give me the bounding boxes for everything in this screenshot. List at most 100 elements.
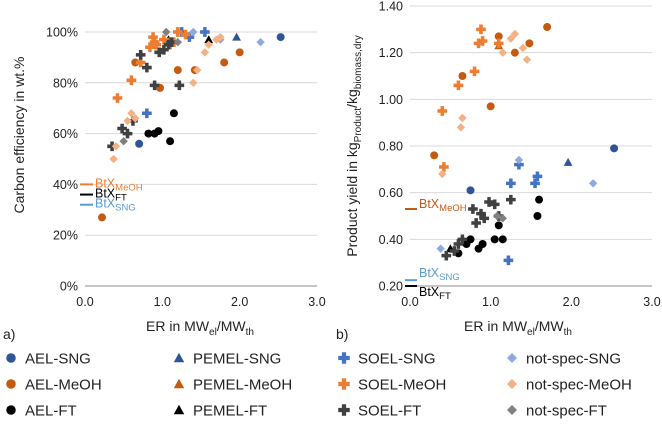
point-soel-sng (514, 159, 524, 170)
point-not-spec-meoh (192, 65, 202, 75)
legend-label-not-spec-sng: not-spec-SNG (526, 351, 621, 368)
panel-a-x-label-sub1: el (209, 327, 217, 338)
point-ael-ft (498, 235, 507, 244)
point-not-spec-meoh (438, 169, 447, 179)
point-not-spec-sng (514, 155, 524, 165)
legend-marker-soel-meoh (338, 378, 350, 390)
panel-a-x-label-sub2: th (246, 327, 254, 338)
y-tick-label: 0% (60, 280, 78, 294)
panel-a-y-axis-label: Carbon efficiency in wt.% (11, 57, 27, 214)
point-not-spec-meoh (458, 113, 467, 123)
point-pemel-sng (232, 32, 241, 41)
point-not-spec-meoh (216, 32, 225, 42)
panel-b-y-label-sub1: Product (353, 108, 364, 143)
point-not-spec-meoh (522, 55, 532, 64)
panel-a-x-label-main: ER in MW (146, 318, 210, 334)
point-soel-meoh (476, 24, 486, 35)
y-tick-label: 0.80 (379, 140, 403, 154)
panel-a-y-tick-labels: 0% 20% 40% 60% 80% 100% (46, 26, 78, 294)
panel-a-data-points (98, 27, 285, 222)
point-not-spec-meoh (518, 43, 528, 53)
point-ael-ft (494, 221, 503, 230)
point-soel-ft (468, 204, 478, 214)
y-tick-label: 40% (53, 178, 78, 192)
panel-b-y-axis-label: Product yield in kgProduct/kgbiomass,dry (344, 35, 364, 256)
point-ael-ft (535, 195, 544, 204)
point-soel-ft (457, 234, 468, 245)
panel-b-y-label-sub2: biomass,dry (353, 35, 364, 89)
point-soel-meoh (439, 162, 449, 172)
point-soel-ft (149, 80, 160, 91)
x-tick-label: 1.0 (154, 295, 171, 309)
legend-marker-ael-meoh (6, 379, 16, 389)
point-ael-meoh (510, 48, 519, 57)
point-soel-sng (142, 108, 152, 119)
legend-label-ael-sng: AEL-SNG (25, 351, 91, 368)
point-soel-meoh (473, 38, 484, 49)
point-not-spec-meoh (127, 109, 136, 118)
point-soel-ft (471, 218, 481, 228)
legend-label-ael-ft: AEL-FT (25, 403, 77, 420)
point-not-spec-meoh (510, 29, 520, 39)
panel-b-data-points (430, 23, 619, 266)
point-soel-meoh (493, 38, 504, 49)
panel-a-x-tick-labels: 0.0 1.0 2.0 3.0 (76, 295, 325, 309)
y-tick-label: 0.60 (379, 186, 403, 200)
legend-marker-not-spec-sng (507, 353, 517, 363)
point-soel-meoh (469, 66, 480, 77)
panel-b-x-label-main: ER in MW (464, 318, 528, 334)
y-tick-label: 1.20 (379, 46, 403, 60)
y-tick-label: 1.00 (379, 93, 403, 107)
point-not-spec-ft (162, 27, 171, 37)
point-soel-meoh (477, 36, 488, 46)
point-pemel-ft (204, 35, 214, 44)
point-ael-meoh (494, 32, 503, 41)
panel-b-reference-lines: BtXMeOH BtXSNG BtXFT (405, 197, 467, 302)
point-not-spec-ft (119, 137, 128, 146)
panel-a-label: a) (3, 326, 15, 342)
point-soel-ft (117, 123, 127, 134)
point-soel-ft (122, 128, 133, 139)
panel-b-y-label-main: Product yield in kg (344, 142, 360, 256)
y-tick-label: 20% (53, 229, 78, 243)
point-ael-meoh (458, 72, 467, 80)
legend-label-not-spec-meoh: not-spec-MeOH (526, 377, 632, 394)
point-ael-meoh (98, 213, 107, 222)
panel-a-x-label-mid: /MW (217, 318, 247, 334)
panel-a-carbon-efficiency: 0.0 1.0 2.0 3.0 0%20%40%60%80%100% BtXMeOHB… (3, 26, 326, 343)
point-soel-meoh (180, 29, 191, 40)
point-ael-meoh (543, 23, 552, 31)
point-not-spec-sng (588, 179, 598, 188)
legend-label-pemel-ft: PEMEL-FT (193, 403, 267, 420)
point-not-spec-meoh (204, 40, 213, 49)
legend-marker-soel-sng (338, 352, 350, 364)
point-not-spec-meoh (506, 34, 516, 43)
legend-label-pemel-meoh: PEMEL-MeOH (193, 377, 292, 394)
x-tick-label: 0.0 (76, 295, 93, 309)
point-ael-ft (154, 127, 163, 136)
y-tick-label: 0.40 (379, 233, 403, 247)
panel-b-x-axis-label: ER in MWel/MWth (464, 318, 572, 338)
point-soel-ft (476, 208, 486, 219)
x-tick-label: 0.0 (401, 295, 418, 309)
point-not-spec-meoh (212, 35, 221, 44)
point-ael-meoh (430, 151, 439, 160)
panel-b-gridlines (410, 5, 652, 240)
point-soel-ft (174, 80, 185, 91)
point-soel-sng (530, 178, 540, 189)
x-tick-label: 2.0 (231, 295, 248, 309)
point-soel-ft (484, 197, 494, 207)
point-ael-ft (166, 137, 175, 146)
legend-label-soel-meoh: SOEL-MeOH (358, 377, 446, 394)
y-tick-label: 60% (53, 127, 78, 141)
reference-label-meoh: BtXMeOH (95, 176, 143, 193)
point-ael-ft (478, 240, 487, 248)
point-ael-ft (169, 109, 178, 118)
point-soel-ft (449, 246, 460, 256)
point-soel-ft (479, 213, 490, 224)
panel-b-y-tick-labels: 0.20 0.40 0.60 0.80 1.00 1.20 1.40 (379, 0, 403, 294)
y-tick-label: 80% (53, 76, 78, 90)
point-not-spec-meoh (456, 123, 466, 132)
point-soel-meoh (148, 32, 158, 42)
